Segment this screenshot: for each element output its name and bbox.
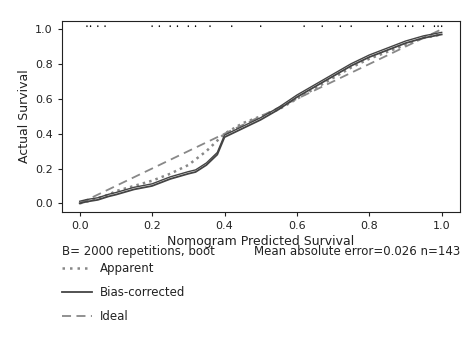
Text: Ideal: Ideal	[100, 310, 128, 323]
Text: Bias-corrected: Bias-corrected	[100, 286, 185, 299]
Y-axis label: Actual Survival: Actual Survival	[18, 69, 31, 163]
Text: Mean absolute error=0.026 n=143: Mean absolute error=0.026 n=143	[254, 245, 460, 258]
Text: Apparent: Apparent	[100, 262, 154, 275]
X-axis label: Nomogram Predicted Survival: Nomogram Predicted Survival	[167, 235, 355, 248]
Text: B= 2000 repetitions, boot: B= 2000 repetitions, boot	[62, 245, 215, 258]
